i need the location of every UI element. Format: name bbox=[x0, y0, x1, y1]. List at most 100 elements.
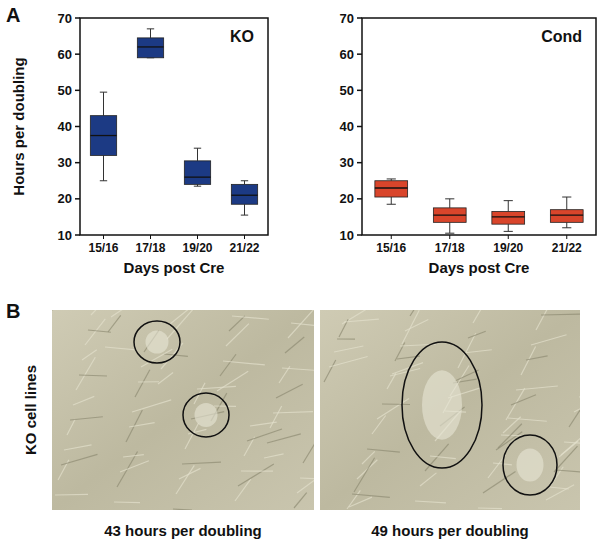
whisker-lower bbox=[566, 222, 567, 227]
y-tick-label: 10 bbox=[340, 228, 354, 243]
median bbox=[492, 216, 525, 217]
cell-streak bbox=[455, 370, 479, 381]
cell-streak bbox=[229, 316, 245, 331]
x-tick-label: 15/16 bbox=[376, 241, 406, 255]
cell-streak bbox=[250, 422, 277, 426]
circle-annotation bbox=[402, 342, 482, 468]
cell-streak bbox=[516, 386, 558, 390]
cell-streak bbox=[297, 472, 314, 493]
cell-streak bbox=[220, 354, 236, 376]
x-axis-title: Days post Cre bbox=[124, 259, 225, 276]
image-background bbox=[52, 310, 314, 510]
cell-streak bbox=[241, 470, 273, 471]
y-tick-label: 60 bbox=[58, 47, 72, 62]
cell-streak bbox=[285, 337, 304, 353]
cell-streak bbox=[82, 350, 97, 360]
x-tick bbox=[244, 235, 245, 239]
cell-streak bbox=[173, 509, 192, 510]
cell-streak bbox=[291, 323, 314, 326]
cell-streak bbox=[123, 455, 144, 457]
whisker-upper bbox=[508, 201, 509, 212]
whisker-cap-upper bbox=[562, 197, 571, 198]
y-tick-label: 50 bbox=[58, 83, 72, 98]
cell-streak bbox=[410, 310, 432, 316]
x-tick bbox=[197, 235, 198, 239]
y-tick-label: 70 bbox=[340, 11, 354, 26]
cell-streak bbox=[468, 331, 486, 338]
marks bbox=[375, 179, 583, 233]
cell-streak bbox=[300, 478, 314, 479]
cell-streak bbox=[531, 335, 567, 345]
whisker-lower bbox=[508, 224, 509, 231]
cell-streak bbox=[108, 315, 121, 332]
cell-streak bbox=[273, 412, 313, 413]
image-background bbox=[320, 310, 580, 510]
cell-streak bbox=[496, 432, 522, 450]
cell-streak bbox=[120, 461, 149, 472]
whisker-cap-lower bbox=[445, 233, 454, 234]
cell-streak bbox=[114, 501, 140, 503]
cell-streak bbox=[501, 434, 523, 436]
cell-streak bbox=[88, 330, 111, 332]
cell-streak bbox=[170, 310, 193, 324]
y-tick-label: 20 bbox=[340, 191, 354, 206]
cell-streak bbox=[267, 434, 301, 443]
cell-streak bbox=[182, 462, 221, 464]
cell-streak bbox=[349, 497, 372, 507]
cell-streak bbox=[382, 403, 410, 405]
cell-streak bbox=[561, 437, 580, 455]
cell-streak bbox=[354, 458, 375, 492]
whisker-lower bbox=[103, 155, 104, 180]
y-tick-label: 30 bbox=[58, 155, 72, 170]
circle-annotation bbox=[183, 393, 229, 437]
median bbox=[231, 195, 257, 196]
y-tick-label: 20 bbox=[58, 191, 72, 206]
x-tick-label: 15/16 bbox=[88, 241, 118, 255]
chart-title: Cond bbox=[541, 28, 582, 45]
x-tick bbox=[391, 235, 392, 239]
cell-streak bbox=[521, 347, 536, 375]
cell-streak bbox=[508, 418, 547, 421]
cell-streak bbox=[138, 381, 159, 382]
cell-streak bbox=[270, 406, 282, 428]
cell-streak bbox=[405, 320, 428, 331]
median bbox=[184, 176, 210, 177]
cell-streak bbox=[61, 454, 97, 465]
cell-streak bbox=[282, 368, 314, 370]
whisker-upper bbox=[103, 92, 104, 116]
cell-streak bbox=[344, 319, 379, 322]
chart-title: KO bbox=[230, 28, 254, 45]
cell-streak bbox=[506, 388, 525, 420]
cell-colony bbox=[422, 370, 462, 439]
box bbox=[184, 161, 210, 185]
cell-streak bbox=[129, 423, 155, 427]
whisker-cap-upper bbox=[100, 92, 107, 93]
box bbox=[90, 116, 116, 156]
x-tick bbox=[150, 235, 151, 239]
cell-streak bbox=[473, 310, 490, 323]
cell-streak bbox=[232, 316, 269, 319]
cell-streak bbox=[556, 470, 580, 473]
x-tick-label: 17/18 bbox=[435, 241, 465, 255]
whisker-cap-lower bbox=[562, 227, 571, 228]
plot-frame bbox=[362, 18, 596, 235]
whisker-upper bbox=[449, 199, 450, 208]
x-tick-label: 21/22 bbox=[229, 241, 259, 255]
cell-streak bbox=[76, 357, 95, 390]
cell-colony bbox=[146, 330, 169, 353]
whisker-lower bbox=[244, 204, 245, 215]
whisker-cap-lower bbox=[100, 180, 107, 181]
cell-streak bbox=[546, 485, 574, 500]
whisker-cap-lower bbox=[241, 215, 248, 216]
cell-streak bbox=[352, 494, 390, 497]
cell-streak bbox=[564, 442, 580, 445]
marks bbox=[90, 29, 257, 215]
whisker-upper bbox=[566, 197, 567, 210]
cell-streak bbox=[324, 360, 336, 382]
median bbox=[550, 214, 583, 215]
whisker-cap-upper bbox=[504, 200, 513, 201]
cell-streak bbox=[337, 338, 355, 339]
cell-colony bbox=[517, 449, 544, 482]
cell-streak bbox=[176, 465, 194, 494]
cell-streak bbox=[541, 313, 580, 315]
